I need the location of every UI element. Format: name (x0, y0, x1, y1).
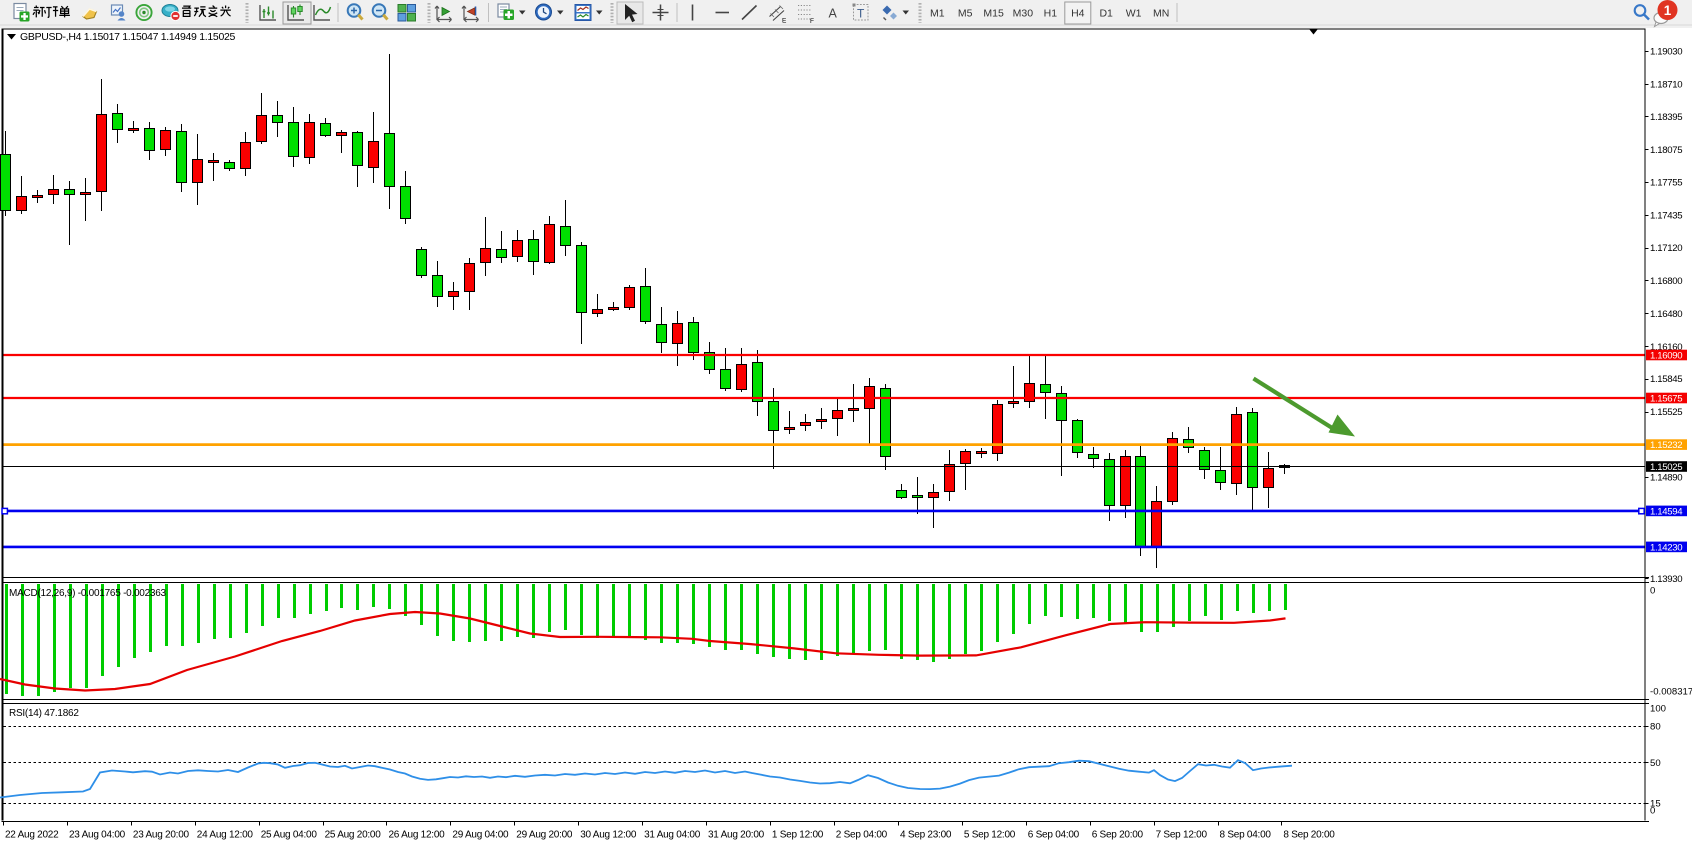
svg-text:W1: W1 (1126, 8, 1142, 20)
svg-text:MACD(12,26,9) -0.001765 -0.002: MACD(12,26,9) -0.001765 -0.002363 (9, 588, 167, 599)
svg-text:1.13930: 1.13930 (1650, 574, 1682, 585)
svg-text:15: 15 (1650, 799, 1661, 810)
svg-text:RSI(14) 47.1862: RSI(14) 47.1862 (9, 708, 79, 719)
svg-text:1.16160: 1.16160 (1650, 342, 1682, 353)
svg-text:M5: M5 (958, 8, 973, 20)
svg-text:1.18710: 1.18710 (1650, 80, 1682, 91)
svg-text:H1: H1 (1044, 8, 1058, 20)
svg-text:22 Aug 2022: 22 Aug 2022 (5, 830, 59, 841)
svg-text:1.14230: 1.14230 (1650, 542, 1682, 553)
svg-text:M30: M30 (1013, 8, 1034, 20)
svg-text:1.19030: 1.19030 (1650, 47, 1682, 58)
svg-text:25 Aug 04:00: 25 Aug 04:00 (261, 830, 318, 841)
svg-text:0: 0 (1650, 586, 1655, 597)
svg-text:M15: M15 (983, 8, 1004, 20)
svg-text:1.17435: 1.17435 (1650, 211, 1682, 222)
svg-text:8 Sep 20:00: 8 Sep 20:00 (1283, 830, 1335, 841)
svg-text:50: 50 (1650, 758, 1661, 769)
svg-text:E: E (782, 18, 787, 25)
svg-text:1.16090: 1.16090 (1650, 350, 1682, 361)
svg-text:F: F (810, 18, 814, 25)
svg-text:30 Aug 12:00: 30 Aug 12:00 (580, 830, 637, 841)
svg-text:100: 100 (1650, 704, 1666, 715)
svg-text:1.16800: 1.16800 (1650, 276, 1682, 287)
svg-text:1.15525: 1.15525 (1650, 407, 1682, 418)
svg-text:1.17755: 1.17755 (1650, 178, 1682, 189)
svg-text:7 Sep 12:00: 7 Sep 12:00 (1156, 830, 1208, 841)
svg-text:1.15845: 1.15845 (1650, 374, 1682, 385)
svg-text:-0.008317: -0.008317 (1650, 687, 1692, 698)
svg-text:D1: D1 (1099, 8, 1113, 20)
svg-text:1.18075: 1.18075 (1650, 145, 1682, 156)
svg-text:23 Aug 04:00: 23 Aug 04:00 (69, 830, 126, 841)
svg-text:1.14594: 1.14594 (1650, 506, 1683, 517)
svg-text:26 Aug 12:00: 26 Aug 12:00 (389, 830, 446, 841)
svg-text:80: 80 (1650, 722, 1661, 733)
svg-text:5 Sep 12:00: 5 Sep 12:00 (964, 830, 1016, 841)
svg-text:31 Aug 20:00: 31 Aug 20:00 (708, 830, 765, 841)
svg-text:H4: H4 (1071, 8, 1085, 20)
svg-text:6 Sep 20:00: 6 Sep 20:00 (1092, 830, 1144, 841)
svg-text:4 Sep 23:00: 4 Sep 23:00 (900, 830, 952, 841)
svg-text:31 Aug 04:00: 31 Aug 04:00 (644, 830, 701, 841)
svg-text:1.15232: 1.15232 (1650, 440, 1682, 451)
svg-text:0: 0 (1650, 806, 1655, 817)
svg-text:29 Aug 04:00: 29 Aug 04:00 (452, 830, 509, 841)
svg-text:1.15025: 1.15025 (1650, 462, 1682, 473)
svg-text:1: 1 (1664, 3, 1672, 18)
svg-text:8 Sep 04:00: 8 Sep 04:00 (1220, 830, 1272, 841)
svg-text:T: T (857, 7, 865, 21)
svg-text:1.17120: 1.17120 (1650, 243, 1682, 254)
svg-text:1.15675: 1.15675 (1650, 393, 1682, 404)
svg-text:M1: M1 (930, 8, 945, 20)
svg-text:24 Aug 12:00: 24 Aug 12:00 (197, 830, 254, 841)
svg-text:2 Sep 04:00: 2 Sep 04:00 (836, 830, 888, 841)
svg-text:GBPUSD-,H4 1.15017 1.15047 1.: GBPUSD-,H4 1.15017 1.15047 1.14949 1.150… (20, 31, 236, 43)
svg-text:25 Aug 20:00: 25 Aug 20:00 (325, 830, 382, 841)
svg-text:A: A (829, 7, 838, 21)
svg-text:1.14890: 1.14890 (1650, 472, 1682, 483)
svg-text:1 Sep 12:00: 1 Sep 12:00 (772, 830, 824, 841)
svg-text:23 Aug 20:00: 23 Aug 20:00 (133, 830, 190, 841)
svg-text:MN: MN (1153, 8, 1169, 20)
svg-text:29 Aug 20:00: 29 Aug 20:00 (516, 830, 573, 841)
svg-text:1.18395: 1.18395 (1650, 112, 1682, 123)
svg-text:1.16480: 1.16480 (1650, 309, 1682, 320)
svg-text:6 Sep 04:00: 6 Sep 04:00 (1028, 830, 1080, 841)
